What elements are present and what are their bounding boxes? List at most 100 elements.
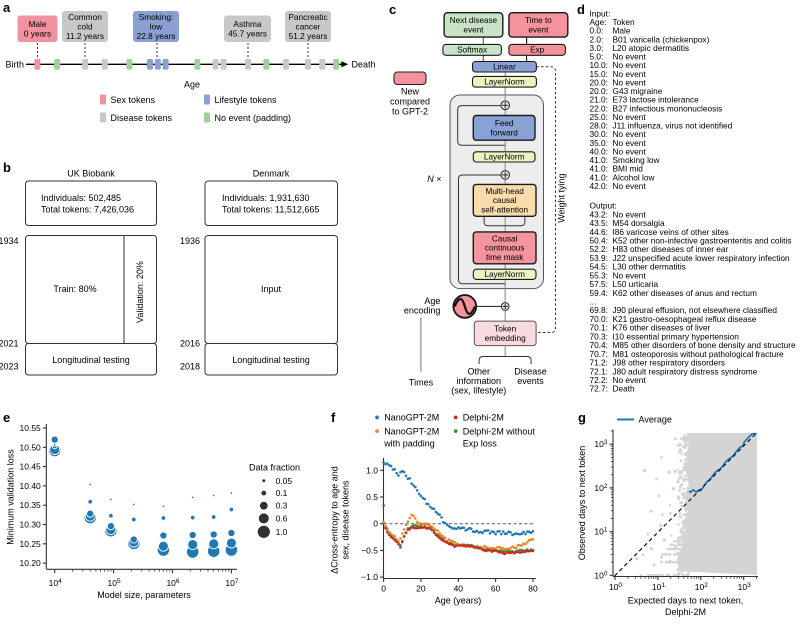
svg-text:G43 migraine: G43 migraine xyxy=(613,86,663,96)
svg-text:No event: No event xyxy=(613,270,647,280)
svg-text:Output:: Output: xyxy=(590,201,617,211)
svg-text:43.5:: 43.5: xyxy=(590,218,608,228)
svg-text:−0.5: −0.5 xyxy=(361,545,378,555)
svg-text:105: 105 xyxy=(108,578,121,588)
svg-text:NanoGPT-2M: NanoGPT-2M xyxy=(384,413,439,423)
svg-text:42.0:: 42.0: xyxy=(590,181,608,191)
svg-text:J22 unspecified acute lower re: J22 unspecified acute lower respiratory … xyxy=(613,253,790,263)
svg-text:K62 other diseases of anus and: K62 other diseases of anus and rectum xyxy=(613,288,757,298)
svg-text:Longitudinal testing: Longitudinal testing xyxy=(232,355,310,365)
svg-text:Age (years): Age (years) xyxy=(435,596,482,606)
svg-text:72.7:: 72.7: xyxy=(590,384,608,394)
svg-text:compared: compared xyxy=(390,97,430,107)
svg-text:g: g xyxy=(578,410,586,425)
svg-text:101: 101 xyxy=(652,582,665,592)
svg-text:E73 lactose intolerance: E73 lactose intolerance xyxy=(613,95,700,105)
svg-text:embedding: embedding xyxy=(485,333,526,343)
svg-text:M85 other disorders of bone de: M85 other disorders of bone density and … xyxy=(613,340,796,350)
svg-text:self-attention: self-attention xyxy=(481,205,528,214)
svg-text:event: event xyxy=(463,25,484,34)
svg-text:2.0:: 2.0: xyxy=(590,34,604,44)
svg-text:41.0:: 41.0: xyxy=(590,164,608,174)
svg-text:Denmark: Denmark xyxy=(253,169,290,179)
svg-text:20.0:: 20.0: xyxy=(590,86,608,96)
svg-text:B27 infectious mononucleosis: B27 infectious mononucleosis xyxy=(613,103,723,113)
svg-text:0.3: 0.3 xyxy=(276,501,288,511)
svg-text:Validation: 20%: Validation: 20% xyxy=(135,261,145,323)
svg-text:41.0:: 41.0: xyxy=(590,155,608,165)
svg-text:Causal: Causal xyxy=(492,234,518,243)
svg-text:No event: No event xyxy=(613,112,647,122)
svg-text:Age: Age xyxy=(184,80,200,90)
svg-text:50.4:: 50.4: xyxy=(590,235,608,245)
svg-text:No event (padding): No event (padding) xyxy=(215,113,292,123)
svg-text:0.5: 0.5 xyxy=(366,492,378,502)
svg-text:Exp: Exp xyxy=(530,46,545,55)
svg-text:information: information xyxy=(457,376,502,386)
svg-text:I10 essential primary hyperten: I10 essential primary hypertension xyxy=(613,331,740,341)
svg-text:Individuals: 502,485: Individuals: 502,485 xyxy=(41,193,121,203)
svg-text:to GPT-2: to GPT-2 xyxy=(392,107,428,117)
svg-text:e: e xyxy=(3,410,10,425)
svg-text:N ×: N × xyxy=(427,174,441,184)
svg-text:5.0:: 5.0: xyxy=(590,52,604,62)
svg-text:Common: Common xyxy=(68,12,102,22)
svg-text:10.30: 10.30 xyxy=(20,520,42,530)
svg-text:Exp loss: Exp loss xyxy=(463,438,498,448)
svg-text:Individuals: 1,931,630: Individuals: 1,931,630 xyxy=(222,193,310,203)
svg-text:cancer: cancer xyxy=(296,21,321,31)
svg-text:57.5:: 57.5: xyxy=(590,279,608,289)
svg-text:Delphi-2M: Delphi-2M xyxy=(665,607,706,617)
svg-text:Model size, parameters: Model size, parameters xyxy=(97,590,191,600)
svg-text:K76 other diseases of liver: K76 other diseases of liver xyxy=(613,323,711,333)
svg-text:LayerNorm: LayerNorm xyxy=(484,270,525,279)
svg-text:−1.0: −1.0 xyxy=(361,572,378,582)
svg-text:New: New xyxy=(401,87,420,97)
svg-text:with padding: with padding xyxy=(383,438,435,448)
svg-text:0: 0 xyxy=(381,584,386,594)
svg-text:H83 other diseases of inner ea: H83 other diseases of inner ear xyxy=(613,244,729,254)
svg-text:Delphi-2M without: Delphi-2M without xyxy=(463,426,536,436)
svg-text:20: 20 xyxy=(416,584,426,594)
svg-text:40.0:: 40.0: xyxy=(590,146,608,156)
svg-text:10.50: 10.50 xyxy=(20,442,42,452)
svg-text:0.6: 0.6 xyxy=(276,513,288,523)
svg-text:L30 other dermatitis: L30 other dermatitis xyxy=(613,262,686,272)
svg-text:J80 adult respiratory distress: J80 adult respiratory distress syndrome xyxy=(613,366,758,376)
svg-text:Male: Male xyxy=(613,26,631,36)
svg-text:time mask: time mask xyxy=(486,253,524,262)
svg-text:70.4:: 70.4: xyxy=(590,340,608,350)
svg-text:sex, disease tokens: sex, disease tokens xyxy=(341,480,351,560)
svg-text:0: 0 xyxy=(373,519,378,529)
svg-text:20.0:: 20.0: xyxy=(590,77,608,87)
svg-text:M54 dorsalgia: M54 dorsalgia xyxy=(613,218,666,228)
svg-text:No event: No event xyxy=(613,77,647,87)
svg-text:a: a xyxy=(3,0,11,15)
svg-text:M81 osteoporosis without patho: M81 osteoporosis without pathological fr… xyxy=(613,349,784,359)
svg-text:0 years: 0 years xyxy=(24,28,51,38)
svg-text:No event: No event xyxy=(613,129,647,139)
svg-text:44.6:: 44.6: xyxy=(590,227,608,237)
svg-text:15.0:: 15.0: xyxy=(590,69,608,79)
svg-text:(sex, lifestyle): (sex, lifestyle) xyxy=(451,386,506,396)
svg-text:103: 103 xyxy=(594,439,607,449)
svg-text:Softmax: Softmax xyxy=(457,46,487,55)
svg-text:Total tokens: 11,512,665: Total tokens: 11,512,665 xyxy=(222,205,319,215)
svg-text:BMI mid: BMI mid xyxy=(613,164,644,174)
svg-text:f: f xyxy=(331,410,336,425)
svg-text:103: 103 xyxy=(738,582,751,592)
svg-text:Times: Times xyxy=(409,378,434,388)
svg-text:low: low xyxy=(150,21,163,31)
svg-text:B01 varicella (chickenpox): B01 varicella (chickenpox) xyxy=(613,34,710,44)
svg-text:10.0:: 10.0: xyxy=(590,60,608,70)
svg-text:Weight tying: Weight tying xyxy=(557,173,567,222)
svg-text:101: 101 xyxy=(594,527,607,537)
svg-text:Birth: Birth xyxy=(5,59,24,69)
svg-text:0.1: 0.1 xyxy=(276,488,288,498)
svg-text:10.35: 10.35 xyxy=(20,500,42,510)
svg-text:event: event xyxy=(528,25,549,34)
svg-text:Sex tokens: Sex tokens xyxy=(111,95,156,105)
svg-text:Data fraction: Data fraction xyxy=(249,462,300,472)
svg-text:L20 atopic dermatitis: L20 atopic dermatitis xyxy=(613,43,690,53)
svg-text:1.0: 1.0 xyxy=(366,465,378,475)
